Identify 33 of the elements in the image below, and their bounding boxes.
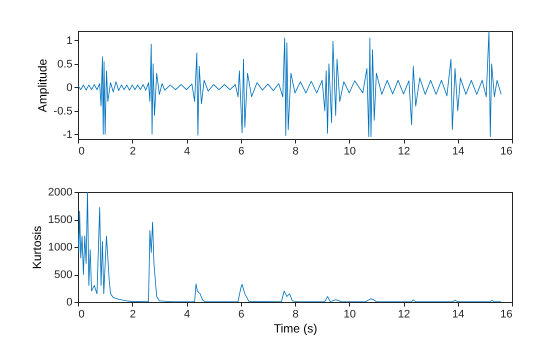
- x-tick-label: 16: [500, 308, 512, 320]
- x-tick-label: 8: [292, 146, 299, 158]
- y-tick-label: -0.5: [54, 105, 72, 118]
- x-tick-label: 12: [398, 308, 410, 320]
- y-tick-label: 1: [66, 34, 72, 47]
- y-tick-label: 0.5: [57, 58, 72, 70]
- x-tick-label: 14: [452, 146, 464, 158]
- y-axis-title: Amplitude: [36, 58, 50, 112]
- x-tick-label: 6: [238, 146, 244, 158]
- x-axis-title: Time (s): [274, 322, 318, 336]
- x-tick-label: 14: [452, 308, 464, 320]
- y-tick-label: 1500: [48, 214, 72, 226]
- x-tick-label: 0: [78, 308, 85, 320]
- x-tick-label: 12: [398, 146, 410, 158]
- x-tick-label: 6: [238, 308, 244, 320]
- y-tick-label: 2000: [48, 186, 72, 198]
- x-tick-label: 4: [184, 308, 190, 320]
- x-tick-label: 2: [130, 146, 136, 158]
- line-series: [78, 192, 502, 302]
- y-tick-label: 500: [54, 269, 72, 281]
- y-tick-label: -1: [62, 128, 72, 141]
- line-series: [78, 31, 502, 138]
- y-tick-label: 1000: [48, 242, 72, 254]
- y-tick-label: 0: [66, 296, 72, 308]
- x-tick-label: 10: [344, 308, 356, 320]
- x-tick-label: 10: [344, 146, 356, 158]
- x-tick-label: 0: [78, 146, 85, 158]
- y-tick-label: 0: [66, 82, 72, 94]
- x-tick-label: 8: [292, 308, 299, 320]
- y-axis-title: Kurtosis: [30, 226, 44, 270]
- x-tick-label: 2: [130, 308, 136, 320]
- x-tick-label: 16: [500, 146, 512, 158]
- x-tick-label: 4: [184, 146, 190, 158]
